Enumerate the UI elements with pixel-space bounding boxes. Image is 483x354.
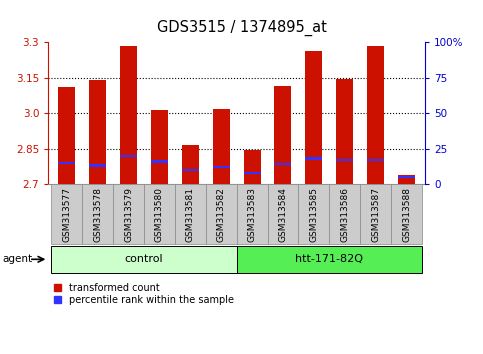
FancyBboxPatch shape xyxy=(391,184,422,244)
Bar xyxy=(305,51,322,184)
Text: GSM313579: GSM313579 xyxy=(124,187,133,242)
Bar xyxy=(58,162,75,164)
Bar xyxy=(305,158,322,160)
Text: GSM313587: GSM313587 xyxy=(371,187,380,242)
Text: htt-171-82Q: htt-171-82Q xyxy=(295,254,363,264)
Bar xyxy=(398,175,415,184)
Bar xyxy=(89,80,106,184)
Text: control: control xyxy=(125,254,163,264)
Text: GSM313577: GSM313577 xyxy=(62,187,71,242)
FancyBboxPatch shape xyxy=(360,184,391,244)
FancyBboxPatch shape xyxy=(51,184,82,244)
Bar xyxy=(151,160,168,162)
Text: GDS3515 / 1374895_at: GDS3515 / 1374895_at xyxy=(156,19,327,36)
Bar xyxy=(398,176,415,178)
Bar xyxy=(336,159,353,161)
FancyBboxPatch shape xyxy=(237,184,268,244)
Bar xyxy=(336,79,353,184)
FancyBboxPatch shape xyxy=(206,184,237,244)
Bar xyxy=(213,166,230,168)
Text: GSM313580: GSM313580 xyxy=(155,187,164,242)
Text: agent: agent xyxy=(2,254,32,264)
Bar xyxy=(213,109,230,184)
Bar xyxy=(182,145,199,184)
FancyBboxPatch shape xyxy=(298,184,329,244)
Bar xyxy=(58,87,75,184)
Text: GSM313583: GSM313583 xyxy=(248,187,256,242)
Text: GSM313585: GSM313585 xyxy=(310,187,318,242)
FancyBboxPatch shape xyxy=(113,184,144,244)
Bar xyxy=(274,163,291,165)
Bar xyxy=(120,46,137,184)
Legend: transformed count, percentile rank within the sample: transformed count, percentile rank withi… xyxy=(54,283,234,305)
Text: GSM313581: GSM313581 xyxy=(186,187,195,242)
FancyBboxPatch shape xyxy=(144,184,175,244)
Bar xyxy=(274,86,291,184)
FancyBboxPatch shape xyxy=(268,184,298,244)
Bar xyxy=(120,155,137,157)
Text: GSM313588: GSM313588 xyxy=(402,187,411,242)
Bar xyxy=(367,46,384,184)
FancyBboxPatch shape xyxy=(51,246,237,273)
Bar xyxy=(151,110,168,184)
FancyBboxPatch shape xyxy=(82,184,113,244)
Bar xyxy=(243,150,261,184)
FancyBboxPatch shape xyxy=(329,184,360,244)
Text: GSM313586: GSM313586 xyxy=(340,187,349,242)
Bar xyxy=(243,172,261,174)
Bar xyxy=(182,169,199,171)
Bar xyxy=(89,165,106,167)
FancyBboxPatch shape xyxy=(175,184,206,244)
Text: GSM313578: GSM313578 xyxy=(93,187,102,242)
Text: GSM313584: GSM313584 xyxy=(279,187,287,242)
Bar xyxy=(367,159,384,161)
FancyBboxPatch shape xyxy=(237,246,422,273)
Text: GSM313582: GSM313582 xyxy=(217,187,226,242)
